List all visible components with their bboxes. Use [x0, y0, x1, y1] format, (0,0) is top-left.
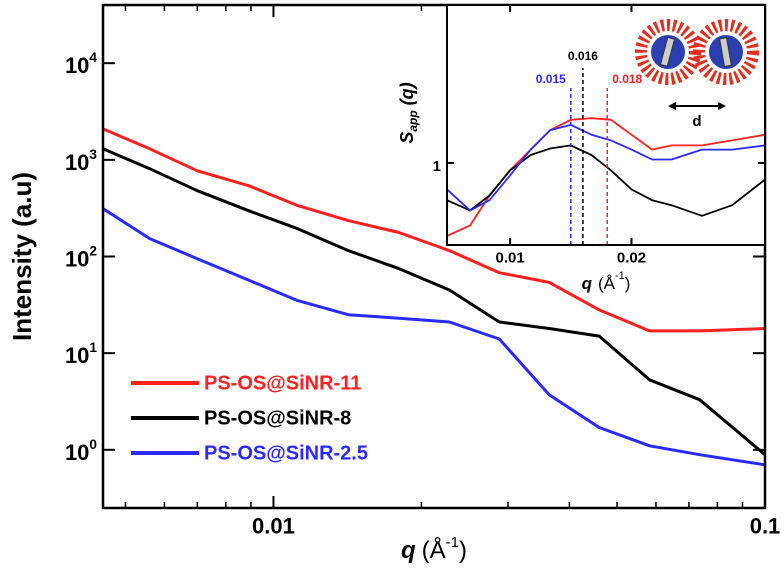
y-tick-label: 100 [65, 436, 97, 464]
y-tick-label: 104 [65, 50, 97, 78]
rod [719, 37, 732, 68]
x-tick-label: 0.01 [252, 514, 295, 539]
series-line [446, 124, 766, 212]
tick-exponent: 4 [89, 50, 97, 65]
x-tick-label: 0.1 [750, 514, 781, 539]
x-tick-label: 0.01 [496, 249, 525, 266]
peak-label: 0.016 [568, 49, 598, 63]
x-label-symbol: q [582, 274, 593, 293]
y-axis-label: Sapp (q) [397, 82, 420, 143]
y-label-symbol: S [397, 132, 417, 144]
legend-label: PS-OS@SiNR-2.5 [204, 442, 368, 464]
tick-base: 10 [65, 246, 89, 271]
tick-base: 10 [65, 343, 89, 368]
tick-exponent: 0 [89, 436, 97, 451]
distance-label: d [692, 113, 701, 130]
x-label-unit: (Å [598, 274, 616, 293]
x-label-sup: -1 [446, 534, 459, 551]
x-label-close: ) [625, 274, 631, 293]
brush-shell [693, 19, 759, 85]
y-tick-label: 102 [65, 243, 97, 271]
x-axis-label: q (Å-1) [582, 270, 631, 294]
peak-label: 0.018 [612, 72, 642, 86]
x-label-sup: -1 [615, 270, 625, 282]
nanoparticle-sketch [635, 19, 759, 110]
tick-exponent: 2 [89, 243, 97, 258]
legend-label: PS-OS@SiNR-8 [204, 407, 351, 429]
x-label-unit: (Å [422, 536, 446, 564]
x-label-symbol: q [401, 537, 416, 564]
y-label-sub: app [406, 110, 420, 131]
x-axis-label: q (Å-1) [401, 534, 467, 564]
legend-label: PS-OS@SiNR-11 [204, 372, 361, 394]
tick-base: 10 [65, 53, 89, 78]
series-line [102, 147, 766, 456]
y-label-rest: (q) [397, 82, 417, 105]
y-tick-label: 101 [65, 340, 97, 368]
y-tick-label: 103 [65, 146, 97, 174]
y-tick-label: 1 [433, 158, 441, 175]
plot-frame [446, 4, 766, 246]
tick-base: 10 [65, 150, 89, 175]
y-axis-label: Intensity (a.u) [7, 172, 37, 341]
x-label-close: ) [459, 537, 467, 564]
tick-base: 10 [65, 440, 89, 465]
peak-label: 0.015 [536, 72, 566, 86]
plot-frame [101, 3, 767, 510]
x-tick-label: 0.02 [617, 249, 646, 266]
tick-exponent: 1 [89, 340, 97, 355]
series-line [446, 144, 766, 217]
tick-exponent: 3 [89, 146, 97, 161]
rod [659, 36, 676, 67]
series-line [102, 207, 766, 467]
series-line [102, 127, 766, 333]
